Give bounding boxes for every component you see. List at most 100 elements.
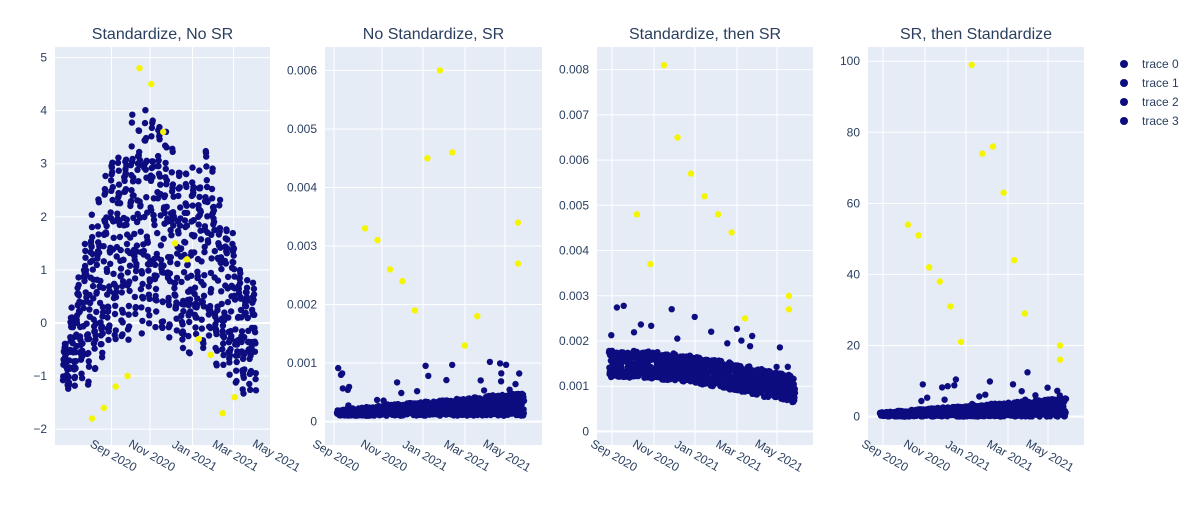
y-tick-label: 0.005 xyxy=(559,198,589,212)
trace-point xyxy=(236,279,244,287)
trace-point xyxy=(102,172,109,180)
trace-point xyxy=(136,156,144,164)
trace-point xyxy=(204,239,212,246)
trace-point xyxy=(477,377,484,384)
trace-point xyxy=(127,197,135,205)
trace-point xyxy=(746,343,754,350)
trace-point xyxy=(252,340,259,347)
trace-point xyxy=(218,265,225,273)
legend-label: trace 1 xyxy=(1142,76,1179,90)
trace-point xyxy=(791,389,799,397)
trace-point xyxy=(173,274,181,282)
trace-point xyxy=(85,358,93,365)
trace-point xyxy=(182,239,189,246)
trace-point xyxy=(211,247,218,255)
trace-point xyxy=(109,183,117,191)
trace-point xyxy=(153,308,160,315)
trace-point xyxy=(227,308,235,315)
trace-point xyxy=(196,167,203,174)
legend-marker xyxy=(1120,79,1128,87)
trace-point xyxy=(119,331,126,338)
trace-point xyxy=(210,207,218,214)
legend-item[interactable]: trace 0 xyxy=(1120,57,1179,71)
trace-point xyxy=(208,231,215,238)
outlier-point xyxy=(231,394,238,401)
trace-point xyxy=(155,162,162,170)
outlier-point xyxy=(1056,342,1064,349)
trace-point xyxy=(186,350,193,357)
trace-point xyxy=(784,363,791,370)
trace-point xyxy=(162,165,169,173)
trace-point xyxy=(65,373,72,380)
trace-point xyxy=(100,243,107,250)
trace-point xyxy=(198,258,205,265)
trace-point xyxy=(197,227,204,234)
outlier-point xyxy=(904,221,912,228)
trace-point xyxy=(183,222,191,229)
trace-point xyxy=(183,209,191,217)
trace-point xyxy=(171,284,178,292)
legend-item[interactable]: trace 1 xyxy=(1120,76,1179,90)
trace-point xyxy=(250,296,257,303)
trace-point xyxy=(186,296,194,303)
trace-point xyxy=(151,221,158,229)
trace-point xyxy=(85,349,92,357)
trace-point xyxy=(79,340,86,347)
trace-point xyxy=(137,285,145,293)
trace-point xyxy=(191,249,198,256)
trace-point xyxy=(132,303,139,311)
outlier-point xyxy=(374,236,381,244)
trace-point xyxy=(156,136,163,143)
trace-point xyxy=(230,245,238,252)
trace-point xyxy=(85,363,93,370)
trace-point xyxy=(131,293,139,301)
outlier-point xyxy=(947,303,954,310)
trace-point xyxy=(919,381,926,388)
trace-point xyxy=(236,275,243,282)
outlier-point xyxy=(701,193,708,200)
trace-point xyxy=(738,337,745,344)
trace-point xyxy=(90,295,97,302)
trace-point xyxy=(138,304,145,311)
legend-item[interactable]: trace 2 xyxy=(1120,95,1179,109)
trace-point xyxy=(226,371,233,378)
outlier-point xyxy=(171,240,179,247)
trace-point xyxy=(160,235,167,242)
trace-point xyxy=(207,269,215,277)
trace-point xyxy=(88,223,96,231)
outlier-point xyxy=(436,67,444,74)
trace-point xyxy=(196,193,203,201)
trace-point xyxy=(163,177,171,184)
trace-point xyxy=(88,211,96,218)
trace-point xyxy=(146,278,154,285)
outlier-point xyxy=(936,278,943,285)
trace-point xyxy=(154,229,161,237)
trace-point xyxy=(170,222,177,229)
trace-point xyxy=(119,319,126,326)
trace-point xyxy=(153,272,160,280)
trace-point xyxy=(345,383,353,391)
data-points xyxy=(333,358,528,419)
trace-point xyxy=(137,202,144,209)
trace-point xyxy=(72,365,79,372)
trace-point xyxy=(250,285,258,292)
trace-point xyxy=(480,387,488,394)
trace-point xyxy=(218,288,225,295)
trace-point xyxy=(104,314,111,321)
trace-point xyxy=(109,168,116,176)
trace-point xyxy=(335,364,342,372)
trace-point xyxy=(220,361,227,368)
trace-point xyxy=(173,327,180,334)
trace-point xyxy=(135,127,143,134)
trace-point xyxy=(126,287,133,295)
subplot-title: Standardize, then SR xyxy=(629,26,781,43)
trace-point xyxy=(133,242,141,249)
trace-point xyxy=(213,347,221,354)
trace-point xyxy=(179,321,186,328)
trace-point xyxy=(165,294,172,302)
trace-point xyxy=(790,375,797,383)
legend-item[interactable]: trace 3 xyxy=(1120,114,1179,128)
trace-point xyxy=(204,198,211,206)
